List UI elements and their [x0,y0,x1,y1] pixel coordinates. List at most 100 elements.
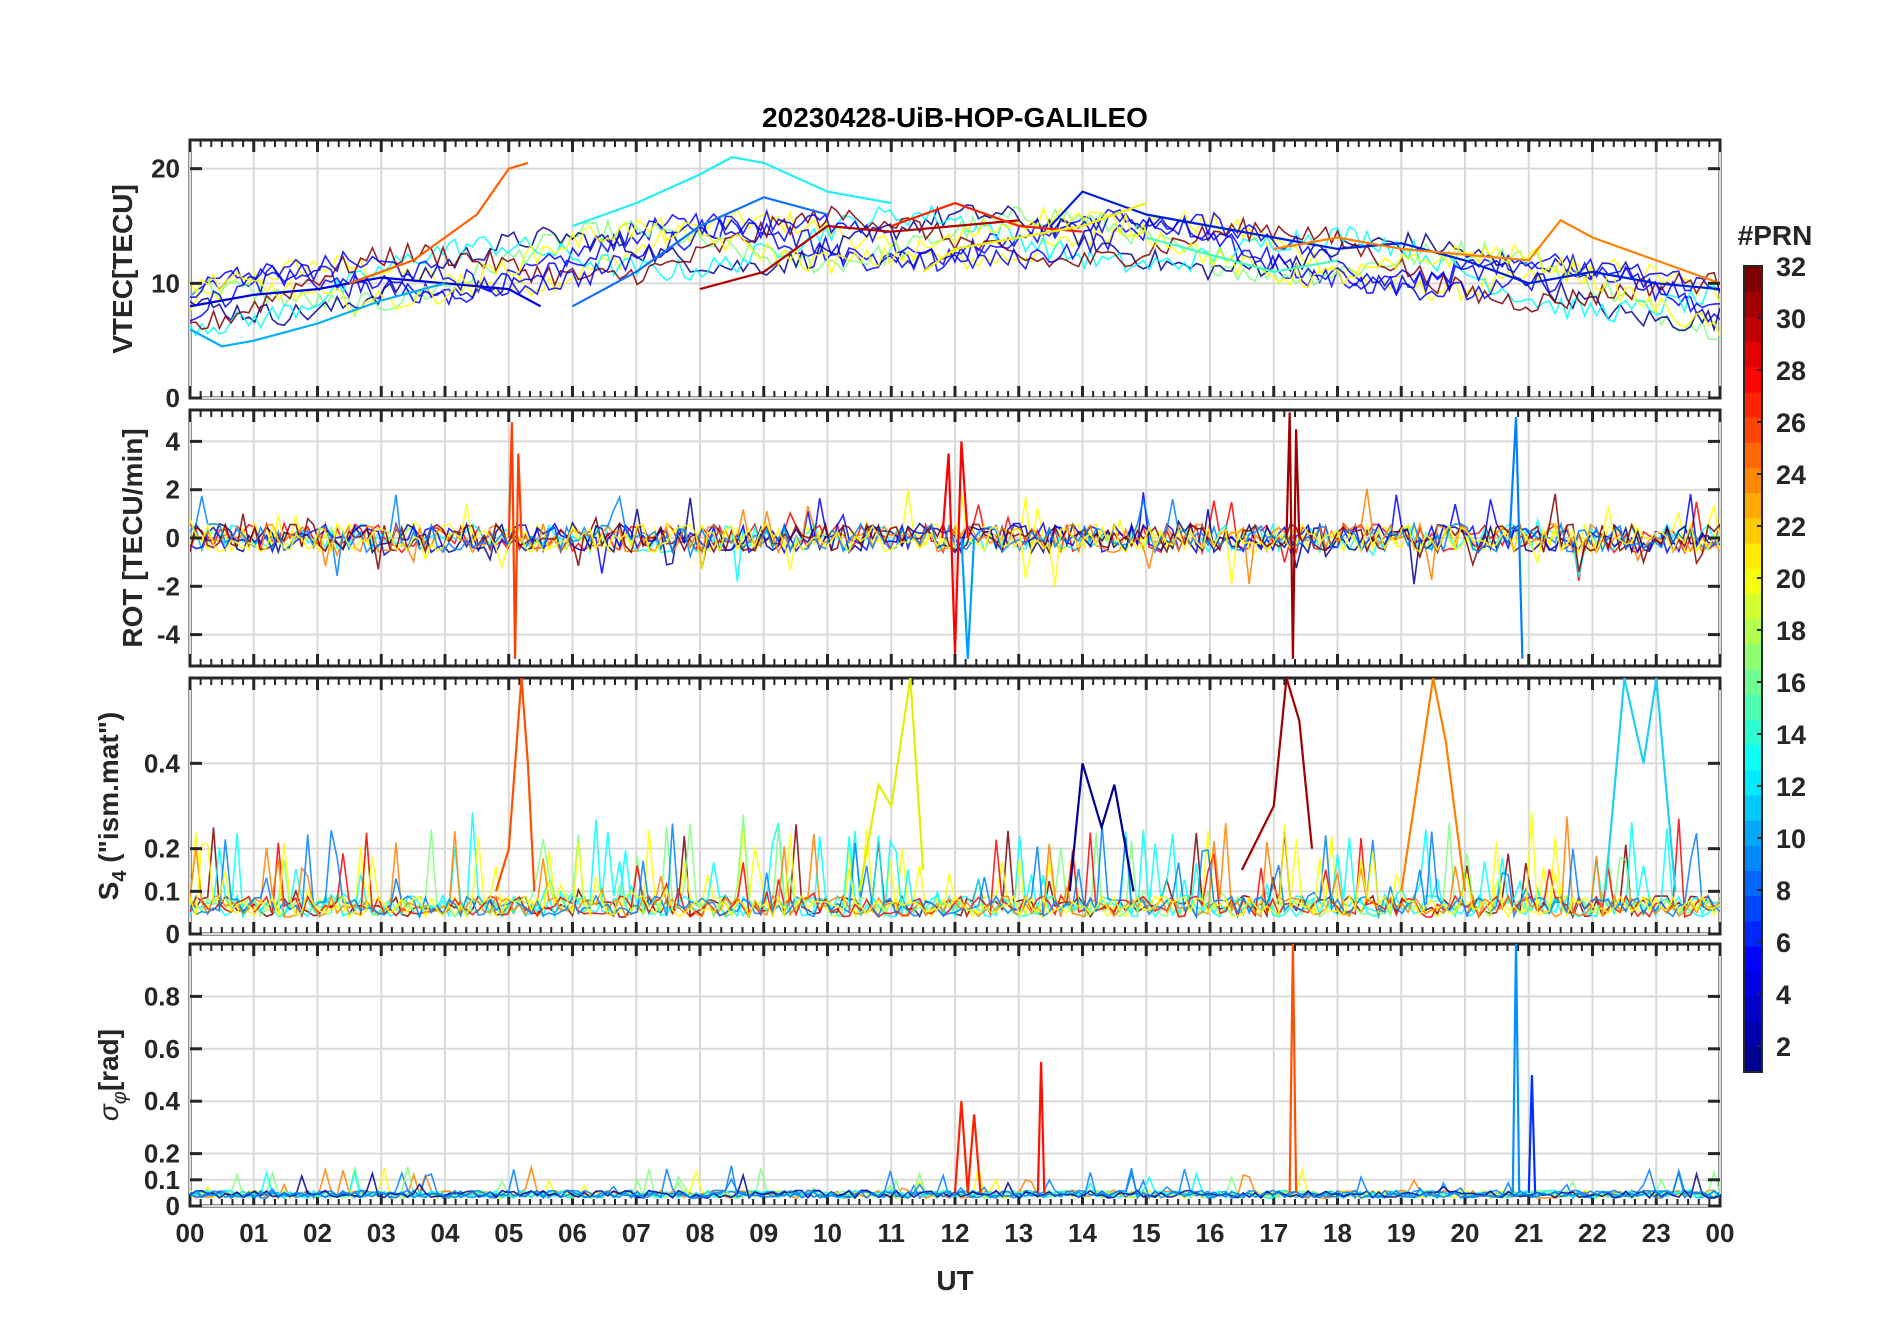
series-line [960,537,976,659]
colorbar-tick-label: 30 [1776,304,1806,334]
noise-trace [190,211,1720,314]
series-line [190,282,446,348]
panel-rot-series [190,412,1720,659]
series-line [1068,762,1135,892]
colorbar-tick-label: 10 [1776,824,1806,854]
panel-s4-yticks: 0 0.1 0.2 0.4 [144,748,1720,949]
series-line [953,1101,982,1193]
colorbar-tick-label: 8 [1776,876,1791,906]
series-line [572,156,892,228]
panel-sigma-phi-ylabel-sub: φ [109,1091,131,1104]
noise-trace [190,490,1720,587]
noise-trace [190,208,1720,322]
colorbar-swatch [1744,467,1762,494]
x-tick-label: 11 [878,1218,906,1248]
panel-s4: 0 0.1 0.2 0.4 S4 ("ism.mat") [93,676,1722,949]
series-line [190,276,542,308]
colorbar-swatch [1744,719,1762,746]
colorbar-swatch [1744,366,1762,393]
x-tick-label: 14 [1068,1218,1097,1248]
panel-sigma-phi-ylabel-main: σ [93,1103,124,1121]
series-line [1527,1074,1537,1193]
panel-vtec-series [190,156,1720,348]
colorbar-swatch [1744,341,1762,368]
colorbar-tick-label: 28 [1776,356,1806,386]
series-line [1036,1061,1046,1193]
colorbar-swatch [1744,744,1762,771]
series-line [890,201,1083,233]
colorbar-swatch [1744,920,1762,947]
series-line [1240,678,1314,871]
colorbar-swatch [1744,946,1762,972]
x-tick-label: 10 [813,1218,842,1248]
colorbar-tick-label: 14 [1776,720,1806,750]
x-tick-label: 03 [367,1218,396,1248]
x-tick-label: 01 [239,1218,268,1248]
series-line [922,202,1147,273]
y-tick-label: 0.2 [144,834,180,864]
x-tick-label: 15 [1132,1218,1161,1248]
colorbar-swatch [1744,593,1762,620]
x-tick-label: 21 [1514,1218,1543,1248]
series-line [349,161,529,285]
y-tick-label: 4 [166,426,181,456]
panel-s4-grid [188,678,1722,935]
series-line [858,678,925,892]
x-tick-label: 13 [1004,1218,1033,1248]
panel-vtec: 0 10 20 VTEC[TECU] [107,138,1722,413]
colorbar-tick-label: 18 [1776,616,1806,646]
x-tick-label: 07 [622,1218,651,1248]
colorbar-swatch [1744,291,1762,317]
panel-sigma-phi: 00.10.2 0.4 0.6 0.8 σφ[rad] [93,942,1722,1221]
series-line [1146,236,1338,274]
x-tick-label: 16 [1196,1218,1225,1248]
y-tick-label: 0 [166,1191,180,1221]
colorbar-tick-label: 2 [1776,1032,1791,1062]
colorbar-swatch [1744,568,1762,594]
y-tick-label: 0.1 [144,1165,180,1195]
y-tick-label: 0.1 [144,876,180,906]
panel-vtec-ylabel: VTEC[TECU] [107,184,138,354]
x-tick-label: 18 [1323,1218,1352,1248]
y-tick-label: -4 [157,620,181,650]
colorbar-tick-label: 20 [1776,564,1806,594]
y-tick-label: 2 [166,475,180,505]
panel-sigma-phi-grid [188,944,1722,1207]
colorbar-tick-label: 26 [1776,408,1806,438]
noise-trace [190,811,1720,920]
colorbar-swatch [1744,1021,1762,1048]
y-tick-label: 20 [151,154,180,184]
y-tick-label: 0.4 [144,1086,181,1116]
x-tick-label: 02 [303,1218,332,1248]
series-line [1508,417,1524,659]
series-line [1285,412,1301,659]
colorbar-swatch [1744,794,1762,821]
colorbar-swatches [1744,266,1762,1073]
colorbar-swatch [1744,820,1762,846]
x-tick-label: 17 [1259,1218,1288,1248]
colorbar-swatch [1744,996,1762,1023]
x-tick-label: 22 [1578,1218,1607,1248]
series-line [1288,944,1298,1193]
y-tick-label: -2 [157,571,180,601]
colorbar-swatch [1744,266,1762,292]
panel-sigma-phi-ylabel-rest: [rad] [93,1029,124,1091]
panel-rot-ylabel: ROT [TECU/min] [117,428,148,647]
series-line [1273,218,1720,285]
panel-vtec-yticks: 0 10 20 [151,154,1720,413]
y-tick-label: 10 [151,268,180,298]
colorbar-swatch [1744,971,1762,997]
colorbar-swatch [1744,391,1762,418]
noise-trace [190,208,1720,324]
series-line [941,441,969,654]
colorbar-swatch [1744,517,1762,544]
panel-s4-ylabel-rest: ("ism.mat") [93,712,124,871]
y-tick-label: 0 [166,919,180,949]
panel-sigma-phi-yticks: 00.10.2 0.4 0.6 0.8 [144,981,1720,1221]
panel-s4-series [190,678,1720,920]
colorbar-label: #PRN [1738,220,1813,251]
colorbar-tick-label: 16 [1776,668,1806,698]
series-line [507,422,523,659]
